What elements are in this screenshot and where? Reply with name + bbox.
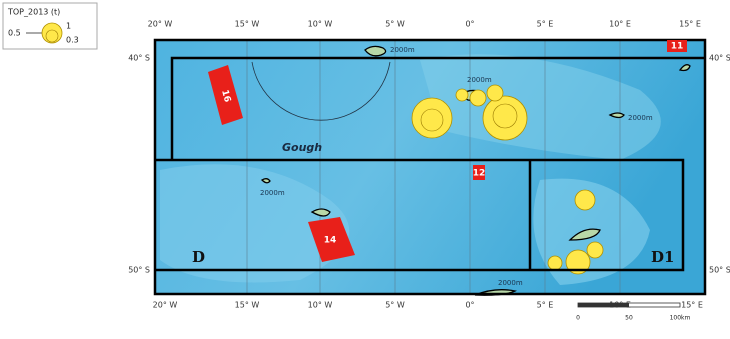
scale-label: 100km [670, 315, 691, 322]
lon-label: 15° W [235, 20, 260, 29]
legend: TOP_2013 (t) 0.5 1 0.3 [2, 2, 98, 50]
lon-label: 5° W [385, 20, 405, 29]
lon-label: 20° W [148, 20, 173, 29]
lat-label: 40° S [128, 54, 150, 63]
catch-bubbles [411, 84, 604, 275]
contour-label: 2000m [467, 76, 492, 84]
contour-label: 2000m [260, 189, 285, 197]
bubble [411, 97, 453, 139]
scale-bar: 0 50 100km [576, 302, 691, 322]
lon-label: 15° E [679, 20, 701, 29]
place-label: Gough [282, 141, 322, 154]
legend-title: TOP_2013 (t) [7, 8, 60, 17]
legend-label: 0.3 [66, 36, 79, 45]
lat-label: 50° S [128, 266, 150, 275]
legend-bubble [41, 22, 63, 44]
block [473, 165, 485, 180]
bubble-ring [492, 103, 518, 129]
land [568, 228, 601, 241]
bubble [574, 189, 596, 211]
map-frame [153, 38, 707, 296]
block-label: 14 [324, 236, 337, 246]
bubble [565, 249, 591, 275]
lon-label: 15° E [681, 301, 703, 310]
lon-label: 5° W [385, 301, 405, 310]
shallow [420, 54, 661, 160]
block-label: 11 [671, 42, 684, 52]
lon-label: 10° W [308, 20, 333, 29]
boundaries [153, 38, 707, 296]
boundary [155, 158, 685, 272]
scale-label: 50 [625, 315, 633, 322]
lon-label: 15° W [235, 301, 260, 310]
boundary [170, 56, 705, 160]
contour-label: 2000m [390, 46, 415, 54]
lon-label: 5° E [537, 301, 554, 310]
legend-label: 0.5 [8, 29, 21, 38]
bubble [455, 88, 469, 102]
land [310, 208, 331, 217]
block [667, 40, 687, 52]
lon-label: 0° [465, 20, 474, 29]
block-label: 12 [473, 169, 486, 179]
lat-label: 50° S [709, 266, 730, 275]
contour-label: 2000m [498, 279, 523, 287]
lat-label: 40° S [709, 54, 730, 63]
contour-label: 2000m [628, 114, 653, 122]
block [308, 217, 355, 262]
gough-arc [251, 61, 391, 121]
lon-label: 5° E [537, 20, 554, 29]
region-label: D [192, 248, 205, 266]
land [260, 178, 271, 184]
legend-label: 1 [66, 22, 71, 31]
bubble [482, 95, 528, 141]
land [364, 45, 387, 57]
axis-labels: 20° W 15° W 10° W 5° W 0° 5° E 10° E 15°… [128, 20, 730, 310]
bubble-ring [420, 108, 444, 132]
shallow [160, 164, 350, 283]
block-label: 16 [219, 89, 232, 104]
legend-bubble [45, 29, 59, 43]
scale-segment [578, 303, 629, 307]
lon-label: 10° W [308, 301, 333, 310]
bubble [547, 255, 563, 271]
land [608, 112, 625, 119]
scale-label: 0 [576, 315, 580, 322]
bubble [486, 84, 504, 102]
lon-label: 0° [465, 301, 474, 310]
region-label: D1 [651, 248, 674, 266]
bubble [469, 89, 487, 107]
lon-label: 20° W [153, 301, 178, 310]
bubble [586, 241, 604, 259]
land [678, 64, 691, 72]
lon-label: 10° E [609, 20, 631, 29]
block [208, 65, 243, 125]
